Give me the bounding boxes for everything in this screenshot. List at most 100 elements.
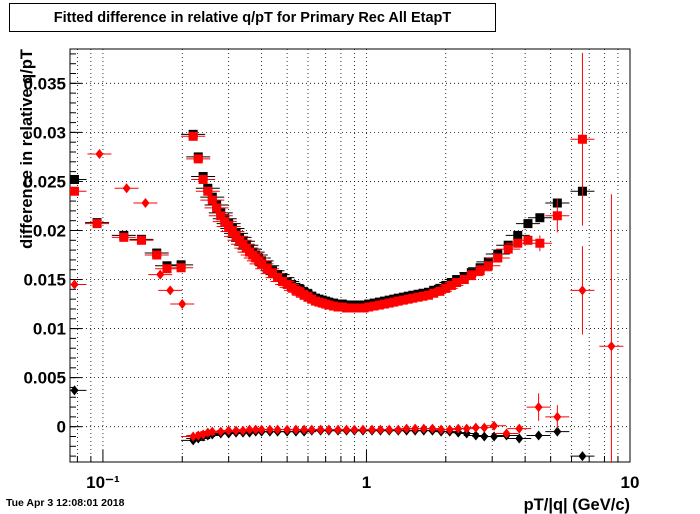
data-point-square bbox=[523, 219, 533, 229]
data-point-square bbox=[403, 294, 413, 304]
data-point-diamond bbox=[534, 430, 543, 441]
data-point-square bbox=[220, 217, 230, 227]
data-point-square bbox=[92, 219, 102, 229]
data-point-square bbox=[475, 266, 485, 276]
y-tick-label: 0.035 bbox=[23, 74, 66, 93]
data-point-diamond bbox=[553, 411, 562, 422]
data-point-square bbox=[69, 186, 79, 196]
data-point-square bbox=[364, 302, 374, 312]
data-point-diamond bbox=[502, 428, 511, 439]
data-point-square bbox=[359, 303, 369, 313]
data-point-square bbox=[513, 230, 523, 240]
data-point-diamond bbox=[480, 422, 489, 433]
data-point-diamond bbox=[490, 420, 499, 431]
data-point-square bbox=[188, 131, 198, 141]
y-tick-label: 0.005 bbox=[23, 369, 66, 388]
data-point-square bbox=[535, 213, 545, 223]
data-point-square bbox=[452, 277, 462, 287]
data-point-diamond bbox=[70, 385, 79, 396]
data-point-square bbox=[483, 261, 493, 271]
data-point-square bbox=[408, 293, 418, 303]
data-point-diamond bbox=[70, 279, 79, 290]
data-point-square bbox=[162, 264, 172, 274]
data-point-diamond bbox=[607, 341, 616, 352]
data-point-square bbox=[393, 296, 403, 306]
data-point-diamond bbox=[553, 426, 562, 437]
data-point-diamond bbox=[462, 423, 471, 434]
data-point-square bbox=[136, 235, 146, 245]
data-point-square bbox=[459, 275, 469, 285]
data-point-square bbox=[552, 211, 562, 221]
data-point-diamond bbox=[178, 299, 187, 310]
data-point-square bbox=[257, 259, 267, 269]
data-point-square bbox=[418, 291, 428, 301]
data-point-square bbox=[424, 290, 434, 300]
data-point-square bbox=[374, 300, 384, 310]
data-point-diamond bbox=[471, 430, 480, 441]
y-axis-title: difference in relative q/pT bbox=[18, 49, 36, 249]
y-tick-label: 0.025 bbox=[23, 172, 66, 191]
data-point-square bbox=[216, 211, 226, 221]
data-point-diamond bbox=[95, 148, 104, 159]
data-point-square bbox=[384, 298, 394, 308]
data-point-square bbox=[324, 300, 334, 310]
data-point-square bbox=[413, 292, 423, 302]
data-point-square bbox=[203, 186, 213, 196]
data-point-square bbox=[176, 263, 186, 273]
data-point-square bbox=[535, 238, 545, 248]
data-point-square bbox=[262, 264, 272, 274]
data-point-square bbox=[523, 235, 533, 245]
x-tick-label: 10 bbox=[621, 473, 640, 492]
data-point-diamond bbox=[428, 423, 437, 434]
chart-title: Fitted difference in relative q/pT for P… bbox=[9, 3, 496, 32]
data-point-diamond bbox=[141, 198, 150, 209]
y-tick-label: 0.03 bbox=[33, 123, 66, 142]
data-point-diamond bbox=[394, 424, 403, 435]
data-point-diamond bbox=[445, 424, 454, 435]
data-point-square bbox=[435, 286, 445, 296]
data-point-diamond bbox=[122, 183, 131, 194]
data-point-square bbox=[152, 250, 162, 260]
data-point-diamond bbox=[515, 433, 524, 444]
data-point-square bbox=[429, 288, 439, 298]
y-tick-label: 0.01 bbox=[33, 320, 66, 339]
data-point-square bbox=[466, 271, 476, 281]
data-point-square bbox=[398, 295, 408, 305]
data-point-diamond bbox=[578, 285, 587, 296]
x-tick-label: 10⁻¹ bbox=[86, 473, 120, 492]
data-point-square bbox=[198, 174, 208, 184]
data-point-square bbox=[513, 238, 523, 248]
data-point-square bbox=[273, 273, 283, 283]
data-point-square bbox=[224, 222, 234, 232]
timestamp: Tue Apr 3 12:08:01 2018 bbox=[6, 497, 125, 509]
data-point-square bbox=[119, 232, 129, 242]
data-point-diamond bbox=[238, 425, 247, 436]
data-point-square bbox=[441, 283, 451, 293]
x-axis-title: pT/|q| (GeV/c) bbox=[524, 496, 630, 514]
data-point-diamond bbox=[156, 269, 165, 280]
data-point-square bbox=[503, 244, 513, 254]
data-point-diamond bbox=[166, 285, 175, 296]
y-tick-label: 0.02 bbox=[33, 221, 66, 240]
data-point-diamond bbox=[578, 451, 587, 462]
x-tick-label: 1 bbox=[362, 473, 371, 492]
data-point-diamond bbox=[189, 431, 198, 442]
data-point-square bbox=[267, 269, 277, 279]
data-point-square bbox=[577, 134, 587, 144]
data-point-square bbox=[193, 154, 203, 164]
data-point-square bbox=[212, 203, 222, 213]
data-point-square bbox=[493, 253, 503, 263]
data-point-diamond bbox=[216, 426, 225, 437]
data-point-square bbox=[369, 301, 379, 311]
data-point-square bbox=[277, 276, 287, 286]
data-point-diamond bbox=[534, 402, 543, 413]
y-tick-label: 0.015 bbox=[23, 271, 66, 290]
data-point-square bbox=[69, 174, 79, 184]
data-point-square bbox=[379, 299, 389, 309]
data-point-square bbox=[446, 280, 456, 290]
y-tick-label: 0 bbox=[57, 418, 66, 437]
data-point-square bbox=[207, 195, 217, 205]
data-point-square bbox=[227, 226, 237, 236]
data-point-diamond bbox=[515, 423, 524, 434]
